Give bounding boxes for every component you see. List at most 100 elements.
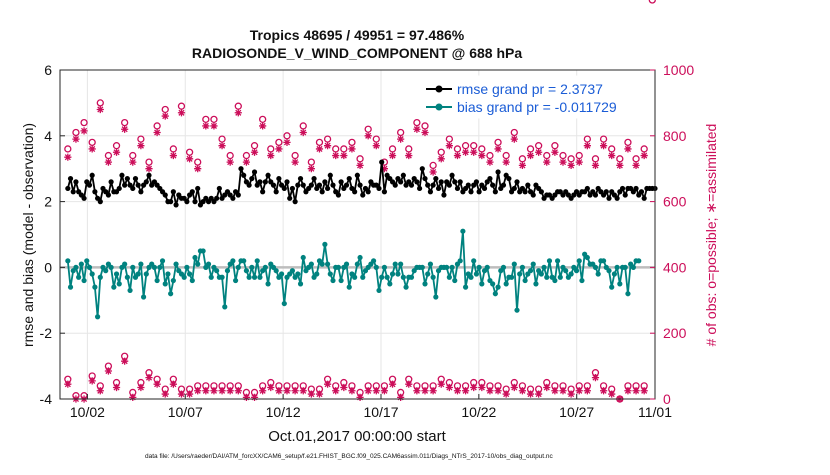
rmse-point: [514, 179, 520, 185]
bias-point: [73, 264, 79, 270]
assimilated-marker: [161, 112, 169, 120]
rmse-point: [641, 195, 647, 201]
bias-point: [200, 248, 206, 254]
assimilated-marker: [567, 390, 575, 398]
assimilated-marker: [210, 387, 218, 395]
bias-point: [108, 264, 114, 270]
assimilated-marker: [275, 387, 283, 395]
rmse-point: [162, 192, 168, 198]
bias-point: [157, 264, 163, 270]
y-axis-label-right: # of obs: o=possible; ∗=assimilated: [703, 124, 719, 347]
bias-point: [546, 258, 553, 264]
rmse-point: [73, 179, 79, 185]
rmse-point: [146, 172, 152, 178]
rmse-point: [173, 202, 179, 208]
assimilated-marker: [608, 390, 616, 398]
assimilated-marker: [575, 387, 583, 395]
assimilated-marker: [64, 380, 72, 388]
assimilated-marker: [145, 165, 153, 173]
assimilated-marker: [486, 387, 494, 395]
assimilated-marker: [429, 168, 437, 176]
rmse-point: [638, 189, 645, 195]
bias-point: [278, 271, 285, 277]
rmse-point: [511, 185, 517, 192]
bias-point: [527, 268, 534, 274]
assimilated-marker: [372, 387, 380, 395]
bias-point: [251, 274, 258, 280]
bias-point: [173, 261, 179, 267]
y-tick-label-left: -4: [40, 391, 53, 407]
assimilated-marker: [161, 390, 169, 398]
bias-point: [425, 271, 431, 277]
rmse-point: [346, 175, 352, 182]
rmse-point: [427, 189, 434, 195]
rmse-point: [116, 185, 122, 192]
assimilated-marker: [575, 158, 583, 166]
rmse-point: [170, 189, 176, 195]
assimilated-marker: [226, 387, 234, 395]
rmse-point: [408, 182, 415, 188]
rmse-point: [398, 179, 404, 185]
bias-point: [168, 291, 174, 297]
assimilated-marker: [153, 380, 161, 388]
rmse-point: [525, 182, 531, 188]
assimilated-marker: [599, 142, 608, 150]
assimilated-marker: [364, 132, 372, 140]
bias-point: [154, 277, 160, 284]
bias-point: [552, 277, 558, 284]
rmse-point: [246, 182, 252, 188]
bias-point: [122, 261, 128, 267]
assimilated-marker: [510, 383, 518, 392]
bias-point: [205, 261, 212, 267]
bias-point: [517, 271, 523, 277]
assimilated-marker: [283, 387, 291, 395]
rmse-point: [270, 182, 277, 188]
rmse-point: [490, 182, 496, 188]
bias-point: [84, 258, 90, 264]
bias-point: [479, 281, 485, 287]
assimilated-marker: [437, 380, 445, 388]
rmse-point: [592, 192, 599, 198]
rmse-point: [284, 179, 290, 185]
assimilated-marker: [405, 380, 413, 388]
bias-point: [606, 268, 612, 274]
assimilated-marker: [518, 161, 527, 170]
rmse-point: [135, 182, 141, 188]
assimilated-marker: [169, 380, 177, 388]
assimilated-marker: [104, 367, 113, 375]
bias-point: [430, 274, 436, 280]
rmse-point: [335, 192, 342, 198]
bias-point: [86, 264, 93, 270]
bias-point: [327, 271, 333, 277]
rmse-point: [614, 195, 620, 201]
bias-point: [381, 264, 388, 270]
legend-rmse-label: rmse grand pr = 2.3737: [457, 81, 603, 97]
assimilated-marker: [453, 387, 462, 395]
rmse-point: [446, 182, 452, 188]
bias-point: [322, 241, 328, 247]
rmse-point: [108, 179, 114, 185]
assimilated-marker: [437, 155, 445, 163]
bias-point: [595, 271, 601, 277]
bias-point: [476, 264, 482, 270]
bias-point: [352, 274, 358, 280]
bias-point: [387, 281, 393, 287]
rmse-point: [481, 185, 488, 192]
bias-point: [281, 300, 287, 307]
assimilated-marker: [307, 390, 315, 398]
assimilated-marker: [624, 387, 632, 395]
rmse-point: [381, 189, 388, 195]
assimilated-marker: [121, 357, 129, 365]
rmse-point: [105, 192, 112, 198]
bias-point: [124, 274, 130, 280]
bias-point: [165, 271, 171, 277]
bias-point: [530, 261, 536, 267]
rmse-point: [168, 199, 174, 205]
assimilated-marker: [64, 153, 72, 161]
bias-point: [324, 261, 331, 267]
bias-point: [343, 261, 350, 267]
bias-point: [538, 271, 544, 277]
bias-point: [636, 258, 642, 264]
assimilated-marker: [250, 148, 259, 156]
assimilated-marker: [526, 390, 535, 398]
